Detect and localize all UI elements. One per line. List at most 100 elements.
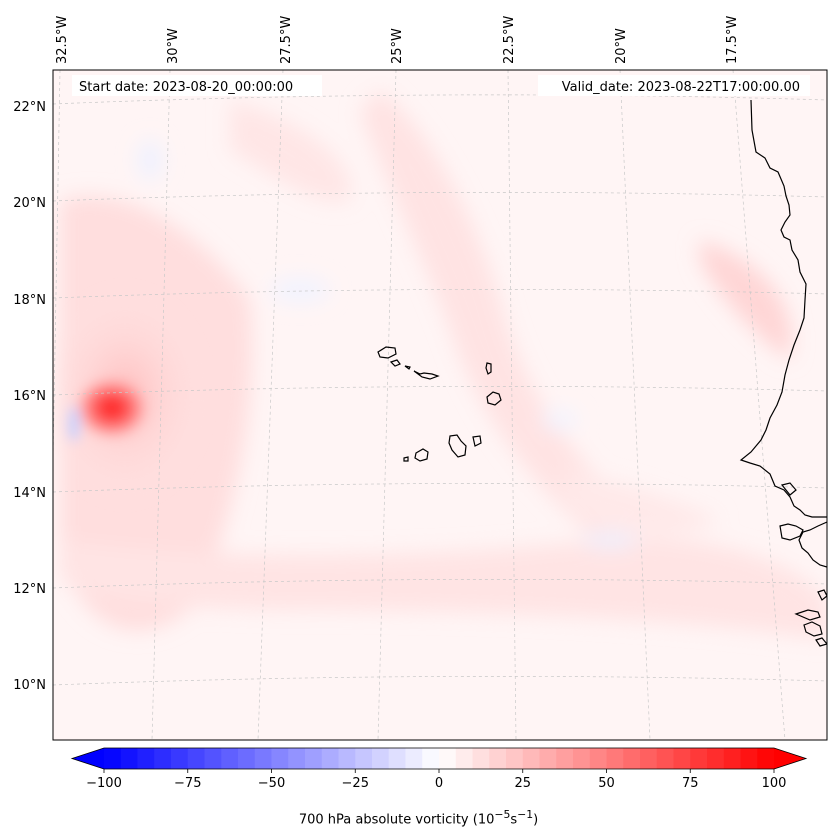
negative-vorticity-patch: [138, 140, 162, 180]
coastline-gambia-guinea-bissau: [798, 521, 827, 568]
colorbar-tick-label: −75: [174, 776, 201, 791]
colorbar-band: [321, 748, 339, 769]
parallel-16N: [53, 385, 827, 396]
colorbar-bands: [104, 748, 775, 769]
vortex-core: [72, 374, 152, 442]
meridian-25W: [377, 70, 397, 740]
colorbar-band: [171, 748, 189, 769]
negative-vorticity-patch: [582, 532, 638, 548]
colorbar-band: [439, 748, 457, 769]
island-santo-antao: [377, 346, 397, 359]
valid-date-label: Valid_date: 2023-08-22T17:00:00.00: [562, 80, 800, 95]
colorbar: −100 −75 −50 −25 0 25 50 75 100: [70, 747, 808, 791]
meridian-27.5W: [257, 70, 284, 740]
colorbar-band: [573, 748, 591, 769]
colorbar-band: [656, 748, 674, 769]
parallel-20N: [53, 191, 827, 202]
lon-label-25W: 25°W: [390, 28, 405, 64]
map-frame: [52, 69, 828, 741]
colorbar-tick-label: 50: [598, 776, 615, 791]
colorbar-band: [238, 748, 256, 769]
start-date-box: [72, 75, 322, 96]
meridian-17.5W: [732, 70, 786, 740]
colorbar-label: 700 hPa absolute vorticity (10−5s−1): [298, 808, 539, 828]
map-panel: Start date: 2023-08-20_00:00:00 Valid_da…: [53, 70, 827, 740]
colorbar-band: [606, 748, 624, 769]
island-santiago: [448, 434, 467, 458]
colorbar-band: [556, 748, 574, 769]
coastline-mauritania-senegal: [739, 99, 827, 518]
island-sao-vicente: [389, 359, 401, 367]
colorbar-band: [690, 748, 708, 769]
lat-label-10N: 10°N: [13, 678, 46, 693]
colorbar-tick-label: 100: [762, 776, 787, 791]
negative-vorticity-patch: [542, 410, 578, 430]
vorticity-band-south: [60, 538, 827, 640]
coastline-guinea-south: [815, 637, 827, 647]
latitude-labels: 22°N 20°N 18°N 16°N 14°N 12°N 10°N: [13, 100, 46, 693]
colorbar-band: [221, 748, 239, 769]
vorticity-band-coast: [700, 240, 792, 360]
lon-label-32.5W: 32.5°W: [55, 16, 70, 64]
colorbar-band: [506, 748, 524, 769]
cape-verde-islands: [377, 346, 502, 462]
island-boa-vista: [486, 391, 502, 406]
colorbar-band: [589, 748, 607, 769]
colorbar-band: [640, 748, 658, 769]
coastline-guinea: [803, 621, 823, 637]
vorticity-band-north: [230, 100, 352, 202]
colorbar-tick-label: 75: [682, 776, 699, 791]
colorbar-band: [254, 748, 272, 769]
colorbar-tick-label: 0: [435, 776, 443, 791]
colorbar-band: [472, 748, 490, 769]
lat-label-12N: 12°N: [13, 582, 46, 597]
lon-label-22.5W: 22.5°W: [502, 16, 517, 64]
vorticity-field: [53, 90, 827, 640]
colorbar-band: [489, 748, 507, 769]
lat-label-18N: 18°N: [13, 293, 46, 308]
lat-label-14N: 14°N: [13, 486, 46, 501]
start-date-label: Start date: 2023-08-20_00:00:00: [79, 80, 293, 95]
colorbar-band: [388, 748, 406, 769]
graticule: [53, 70, 827, 740]
island-fogo: [414, 448, 429, 462]
negative-vorticity-patch: [68, 406, 80, 442]
colorbar-band: [154, 748, 172, 769]
colorbar-band: [707, 748, 725, 769]
island-sal: [485, 362, 492, 375]
island-maio: [472, 435, 482, 447]
coastline-conakry: [817, 589, 827, 601]
colorbar-tick-label: −50: [258, 776, 285, 791]
colorbar-band: [740, 748, 758, 769]
colorbar-tick-label: −100: [86, 776, 122, 791]
colorbar-band: [305, 748, 323, 769]
colorbar-band: [455, 748, 473, 769]
colorbar-tick-label: 25: [514, 776, 531, 791]
colorbar-band: [271, 748, 289, 769]
lat-label-22N: 22°N: [13, 100, 46, 115]
parallel-14N: [53, 482, 827, 493]
parallel-18N: [53, 288, 827, 299]
lon-label-20W: 20°W: [614, 28, 629, 64]
colorbar-band: [623, 748, 641, 769]
lat-label-20N: 20°N: [13, 196, 46, 211]
colorbar-band: [187, 748, 205, 769]
africa-coastline: [739, 99, 827, 647]
meridian-20W: [619, 70, 651, 740]
island-sao-nicolau: [413, 370, 440, 380]
meridian-30W: [151, 70, 171, 740]
colorbar-band: [422, 748, 440, 769]
colorbar-band: [539, 748, 557, 769]
colorbar-band: [120, 748, 138, 769]
lat-label-16N: 16°N: [13, 389, 46, 404]
coastline-bijagos-islands: [779, 523, 804, 541]
colorbar-tick-label: −25: [342, 776, 369, 791]
lon-label-17.5W: 17.5°W: [725, 16, 740, 64]
colorbar-band: [405, 748, 423, 769]
parallel-10N: [53, 675, 827, 686]
lon-label-27.5W: 27.5°W: [279, 16, 294, 64]
vorticity-patch-east: [560, 470, 720, 534]
coastline-casamance: [780, 482, 797, 496]
parallel-12N: [53, 578, 827, 589]
